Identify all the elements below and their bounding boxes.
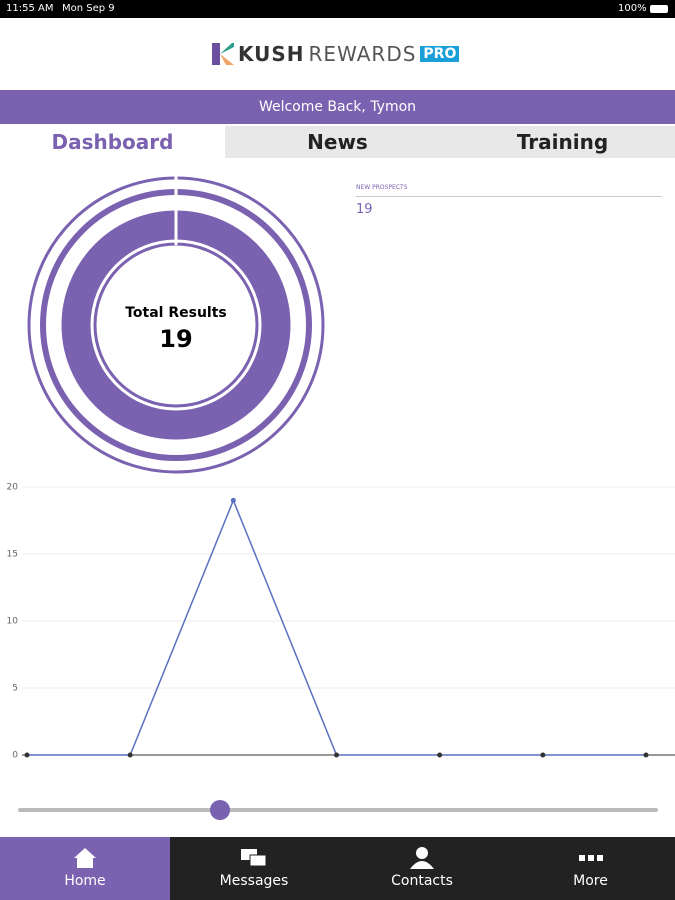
point [540, 752, 546, 758]
nav-item[interactable]: Home [0, 837, 170, 900]
slider-thumb[interactable] [210, 800, 230, 820]
status-bar: 11:55 AM Mon Sep 9 100% [0, 0, 675, 18]
y-tick-label: 10 [7, 617, 19, 627]
prospects-value: 19 [356, 202, 373, 217]
nav-label: Home [64, 873, 106, 889]
y-tick-label: 0 [12, 751, 18, 761]
battery-icon [650, 5, 668, 13]
prospects-label: NEW PROSPECTS [356, 184, 662, 197]
y-tick-label: 15 [7, 550, 18, 560]
donut: Total Results 19 [27, 175, 325, 474]
logo-kush: KUSH [238, 42, 305, 66]
point [437, 752, 443, 758]
logo-rewards: REWARDS [308, 42, 417, 66]
nav-label: Contacts [391, 873, 453, 889]
nav-item[interactable]: Contacts [338, 837, 506, 900]
logo-mark [212, 43, 234, 65]
status-battery: 100% [618, 3, 647, 14]
nav-item[interactable]: Messages [170, 837, 338, 900]
status-date: Mon Sep 9 [62, 3, 115, 14]
tab-bar: Dashboard News Training [0, 126, 675, 158]
more-icon [578, 855, 603, 861]
line-chart: 0 5 10 15 20 [7, 483, 675, 761]
tab[interactable]: Training [450, 126, 675, 158]
status-time: 11:55 AM [6, 3, 54, 14]
tab[interactable]: News [225, 126, 450, 158]
line [27, 498, 646, 756]
logo: KUSH REWARDS PRO [212, 42, 460, 66]
slider[interactable] [0, 795, 675, 825]
contacts-icon [410, 847, 434, 869]
nav-item[interactable]: More [506, 837, 675, 900]
y-tick-label: 20 [7, 483, 19, 493]
total-value: 19 [159, 325, 192, 353]
point [334, 752, 339, 758]
home-icon [74, 848, 96, 868]
point [24, 752, 30, 758]
nav-label: More [573, 873, 608, 889]
point [230, 497, 236, 503]
point [643, 752, 649, 758]
messages-icon [241, 849, 267, 867]
logo-pro: PRO [420, 46, 460, 62]
welcome-banner: Welcome Back, Tymon [0, 90, 675, 124]
nav-bar: Home Messages Contacts More [0, 837, 675, 900]
point [127, 752, 133, 758]
total-label: Total Results [125, 305, 227, 321]
y-tick-label: 5 [12, 684, 18, 694]
nav-label: Messages [219, 873, 289, 889]
tab[interactable]: Dashboard [0, 126, 225, 158]
